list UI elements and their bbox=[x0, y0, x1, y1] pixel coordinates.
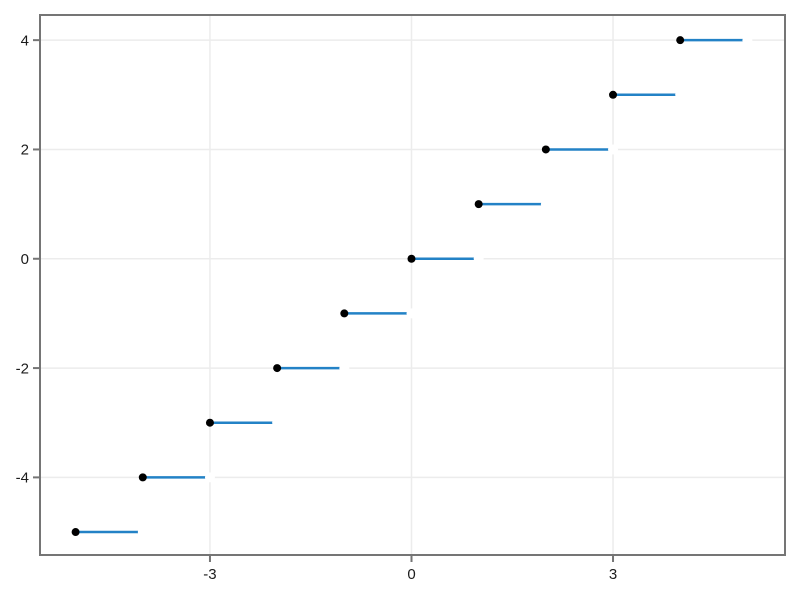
plot-frame bbox=[39, 14, 786, 556]
open-endpoint-marker bbox=[204, 472, 215, 483]
open-endpoint-marker bbox=[339, 363, 350, 374]
x-tick-label: 0 bbox=[407, 566, 415, 583]
y-tick-label: -2 bbox=[16, 360, 29, 377]
data-point-marker bbox=[340, 309, 349, 318]
data-point-marker bbox=[71, 528, 80, 537]
open-endpoint-marker bbox=[406, 308, 417, 319]
data-point-marker bbox=[676, 36, 685, 45]
y-tick-label: -4 bbox=[16, 470, 29, 487]
y-tick-label: 0 bbox=[21, 251, 29, 268]
x-tick-label: -3 bbox=[203, 566, 216, 583]
data-point-marker bbox=[273, 364, 282, 373]
open-endpoint-marker bbox=[272, 417, 283, 428]
y-tick-label: 4 bbox=[21, 32, 29, 49]
open-endpoint-marker bbox=[675, 89, 686, 100]
open-endpoint-marker bbox=[608, 144, 619, 155]
data-point-marker bbox=[407, 254, 416, 263]
data-point-marker bbox=[541, 145, 550, 154]
x-tick-label: 3 bbox=[609, 566, 617, 583]
data-point-marker bbox=[205, 418, 214, 427]
data-point-marker bbox=[138, 473, 147, 482]
open-endpoint-marker bbox=[742, 35, 753, 46]
data-point-marker bbox=[474, 200, 483, 209]
open-endpoint-marker bbox=[473, 253, 484, 264]
y-tick-label: 2 bbox=[21, 142, 29, 159]
open-endpoint-marker bbox=[540, 199, 551, 210]
data-point-marker bbox=[609, 90, 618, 99]
open-endpoint-marker bbox=[137, 527, 148, 538]
